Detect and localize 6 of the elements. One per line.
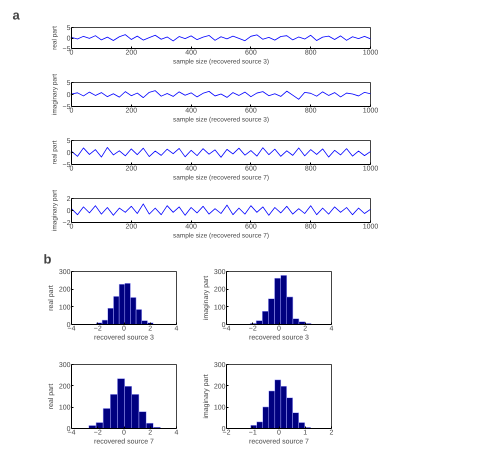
line-series [72, 34, 370, 42]
chart-title: b [44, 252, 52, 266]
line-series [72, 90, 370, 100]
chart-title: a [12, 8, 20, 22]
line-series [72, 204, 370, 216]
line-series [72, 147, 370, 158]
